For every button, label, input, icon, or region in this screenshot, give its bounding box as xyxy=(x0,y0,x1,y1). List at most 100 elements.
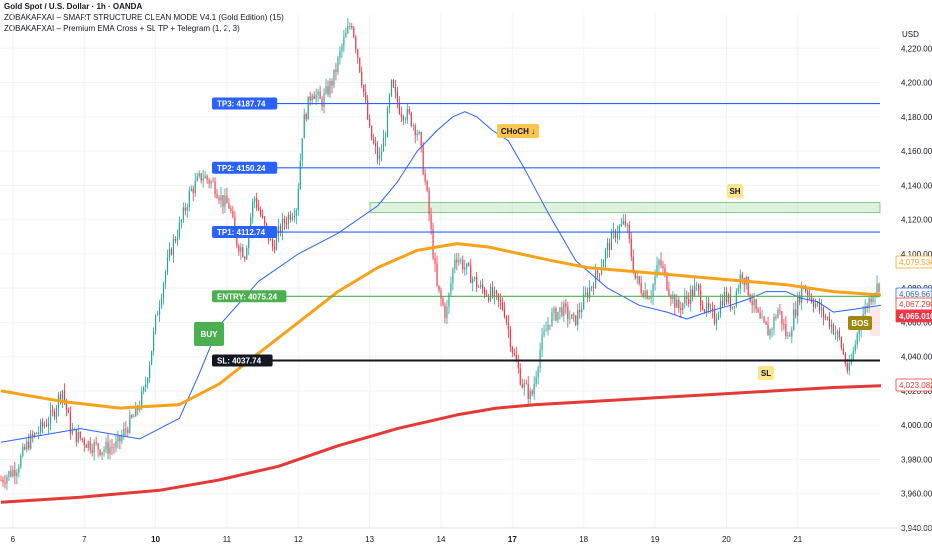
candle[interactable] xyxy=(549,324,551,326)
swing-high-marker-tag[interactable] xyxy=(727,184,743,198)
candle[interactable] xyxy=(127,429,129,433)
candle[interactable] xyxy=(430,214,432,230)
candle[interactable] xyxy=(503,309,506,317)
candle[interactable] xyxy=(688,298,690,304)
candle[interactable] xyxy=(672,295,674,300)
candle[interactable] xyxy=(244,257,246,260)
candle[interactable] xyxy=(622,220,624,225)
candle[interactable] xyxy=(311,95,313,101)
candle[interactable] xyxy=(470,265,472,284)
candle[interactable] xyxy=(200,173,202,181)
candle[interactable] xyxy=(135,406,137,417)
candle[interactable] xyxy=(654,276,656,285)
candle[interactable] xyxy=(365,92,367,101)
candle[interactable] xyxy=(600,267,603,275)
candle[interactable] xyxy=(662,265,664,269)
candle[interactable] xyxy=(478,286,480,288)
candle[interactable] xyxy=(864,306,866,315)
candle[interactable] xyxy=(228,203,230,209)
candle[interactable] xyxy=(258,207,260,211)
candle[interactable] xyxy=(468,263,470,266)
candle[interactable] xyxy=(42,421,44,427)
candle[interactable] xyxy=(359,57,361,72)
candle[interactable] xyxy=(335,69,337,73)
candle[interactable] xyxy=(491,287,494,297)
level-tag-entry[interactable] xyxy=(212,290,287,303)
candle[interactable] xyxy=(424,174,426,182)
candle[interactable] xyxy=(795,309,797,316)
candle[interactable] xyxy=(115,441,117,448)
candle[interactable] xyxy=(285,223,287,225)
candle[interactable] xyxy=(517,361,519,369)
candle[interactable] xyxy=(307,96,309,120)
candle[interactable] xyxy=(123,428,125,436)
candle[interactable] xyxy=(422,145,424,175)
candle[interactable] xyxy=(178,222,180,238)
candle[interactable] xyxy=(432,229,434,258)
candle[interactable] xyxy=(446,306,448,318)
candle[interactable] xyxy=(149,364,151,379)
candle[interactable] xyxy=(785,324,787,336)
candle[interactable] xyxy=(521,384,523,388)
candle[interactable] xyxy=(24,446,26,450)
candle[interactable] xyxy=(715,319,718,324)
candle[interactable] xyxy=(537,367,539,378)
candle[interactable] xyxy=(313,95,315,99)
candle[interactable] xyxy=(184,207,186,211)
candle[interactable] xyxy=(317,91,319,95)
candle[interactable] xyxy=(378,155,381,160)
candle[interactable] xyxy=(67,409,69,413)
candle[interactable] xyxy=(616,233,618,239)
candle[interactable] xyxy=(61,390,64,400)
candle[interactable] xyxy=(765,321,767,325)
buy-signal-tag[interactable] xyxy=(194,322,224,346)
candle[interactable] xyxy=(303,114,305,139)
candle[interactable] xyxy=(589,287,591,298)
candle[interactable] xyxy=(69,412,71,434)
candle[interactable] xyxy=(97,443,99,450)
candle[interactable] xyxy=(813,302,815,307)
candle[interactable] xyxy=(493,290,496,297)
candle[interactable] xyxy=(93,442,95,453)
candle[interactable] xyxy=(210,181,212,184)
candle[interactable] xyxy=(476,277,478,288)
candle[interactable] xyxy=(18,467,20,473)
candle[interactable] xyxy=(509,329,511,348)
candle[interactable] xyxy=(666,272,668,290)
candle[interactable] xyxy=(198,173,200,177)
candle[interactable] xyxy=(357,49,359,58)
candle[interactable] xyxy=(773,317,775,330)
candle[interactable] xyxy=(394,87,396,92)
candle[interactable] xyxy=(196,176,198,181)
candle[interactable] xyxy=(0,480,2,481)
candle[interactable] xyxy=(131,415,133,418)
candle[interactable] xyxy=(545,329,547,332)
candle[interactable] xyxy=(147,378,149,385)
candle[interactable] xyxy=(876,283,878,294)
candle[interactable] xyxy=(218,197,220,201)
candle[interactable] xyxy=(539,349,541,368)
candle[interactable] xyxy=(164,271,167,284)
candle[interactable] xyxy=(299,160,301,190)
candle[interactable] xyxy=(854,344,856,352)
candle[interactable] xyxy=(208,179,210,184)
candle[interactable] xyxy=(105,441,107,450)
candle[interactable] xyxy=(557,311,559,321)
candle[interactable] xyxy=(240,247,242,252)
candle[interactable] xyxy=(45,424,48,426)
candle[interactable] xyxy=(761,317,763,319)
candle[interactable] xyxy=(464,267,466,270)
candle[interactable] xyxy=(416,133,418,136)
candle[interactable] xyxy=(797,295,799,316)
candle[interactable] xyxy=(684,296,686,304)
candle[interactable] xyxy=(458,260,460,263)
candle[interactable] xyxy=(376,146,379,160)
candle[interactable] xyxy=(818,302,821,311)
candle[interactable] xyxy=(783,324,785,325)
candle[interactable] xyxy=(842,348,844,355)
candle[interactable] xyxy=(99,449,101,455)
candle[interactable] xyxy=(402,116,404,120)
candle[interactable] xyxy=(713,310,716,324)
candle[interactable] xyxy=(704,309,706,312)
candle[interactable] xyxy=(10,471,12,477)
